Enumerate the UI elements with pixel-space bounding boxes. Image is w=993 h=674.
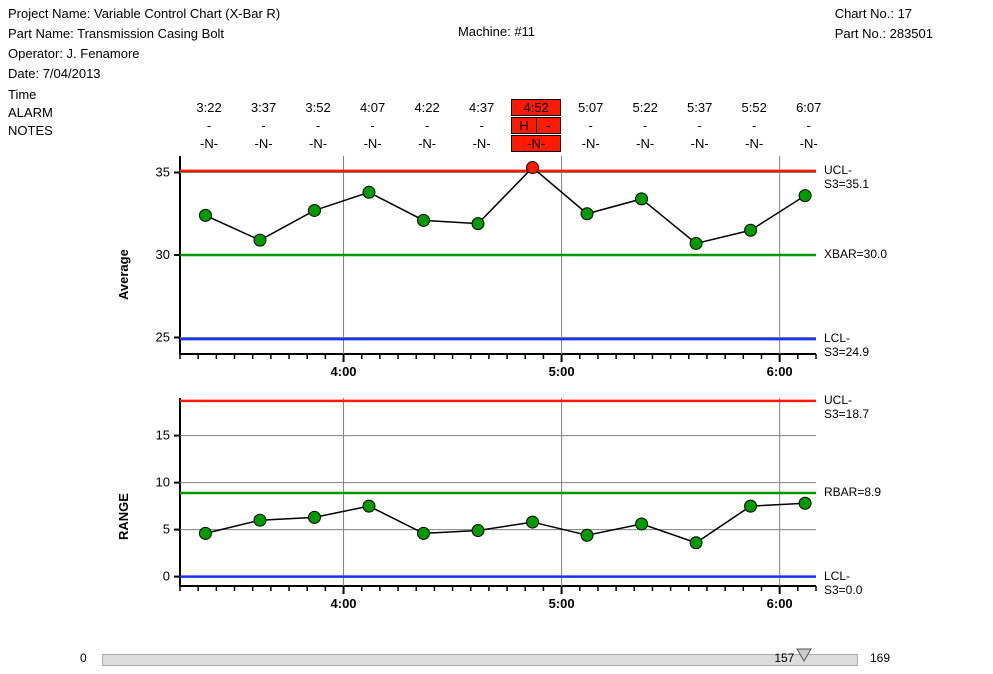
alarm-cell: -: [184, 117, 234, 135]
center-label-bottom: RBAR=8.9: [824, 485, 881, 499]
time-cell: 4:22: [402, 99, 452, 117]
slider-max: 169: [870, 651, 890, 665]
alarm-cell: -: [239, 117, 289, 135]
ucl-label-bottom: UCL-S3=18.7: [824, 393, 869, 421]
alarm-cell: -: [293, 117, 343, 135]
svg-text:6:00: 6:00: [767, 364, 793, 379]
alarm-cell: -: [402, 117, 452, 135]
svg-text:0: 0: [163, 569, 170, 584]
meta-chart-no: Chart No.: 17: [835, 4, 933, 24]
time-row: Time 3:223:373:524:074:224:374:525:075:2…: [8, 86, 888, 104]
average-axis-title: Average: [116, 249, 131, 300]
machine-value: #11: [514, 24, 535, 39]
part-no-value: 283501: [890, 26, 933, 41]
time-cell: 3:52: [293, 99, 343, 117]
svg-text:6:00: 6:00: [767, 596, 793, 611]
time-cell: 4:37: [457, 99, 507, 117]
svg-text:4:00: 4:00: [331, 364, 357, 379]
slider-thumb-icon: [796, 647, 812, 663]
meta-date: Date: 7/04/2013: [8, 64, 280, 84]
alarm-cell: -: [620, 117, 670, 135]
control-chart-page: Project Name: Variable Control Chart (X-…: [0, 0, 993, 674]
chart-no-label: Chart No.:: [835, 6, 894, 21]
center-label-top: XBAR=30.0: [824, 247, 887, 261]
svg-text:4:00: 4:00: [331, 596, 357, 611]
alarm-cell: -: [348, 117, 398, 135]
time-cell: 5:22: [620, 99, 670, 117]
svg-text:5:00: 5:00: [549, 596, 575, 611]
alarm-cell: -: [784, 117, 834, 135]
slider-min: 0: [80, 651, 87, 665]
alarm-row-label: ALARM: [8, 104, 108, 122]
ucl-label-top: UCL-S3=35.1: [824, 163, 869, 191]
alarm-cell: -: [729, 117, 779, 135]
lcl-label-top: LCL-S3=24.9: [824, 331, 869, 359]
meta-operator: Operator: J. Fenamore: [8, 44, 280, 64]
lcl-label-bottom: LCL-S3=0.0: [824, 569, 862, 597]
time-cell: 5:37: [675, 99, 725, 117]
time-cell: 4:07: [348, 99, 398, 117]
part-no-label: Part No.:: [835, 26, 886, 41]
alarm-cell: -: [457, 117, 507, 135]
operator-value: J. Fenamore: [67, 46, 140, 61]
time-cell: 4:52: [511, 99, 561, 116]
meta-project-name: Project Name: Variable Control Chart (X-…: [8, 4, 280, 24]
svg-text:30: 30: [156, 247, 170, 262]
slider-track[interactable]: [102, 654, 858, 666]
notes-row-label: NOTES: [8, 122, 108, 140]
time-cell: 5:52: [729, 99, 779, 117]
svg-text:25: 25: [156, 330, 170, 345]
sample-header-grid: Time 3:22 3:373:52 4:074:22 4:374:52 5:075:2…: [8, 86, 888, 140]
svg-text:5: 5: [163, 522, 170, 537]
date-value: 7/04/2013: [43, 66, 101, 81]
control-chart-svg: 25 30 35 4:00 5:00 6:00 0 5 10 15 4:00 5:00 6:00: [130, 150, 826, 616]
time-cell: 6:07: [784, 99, 834, 117]
meta-left-block: Project Name: Variable Control Chart (X-…: [8, 4, 280, 84]
svg-text:10: 10: [156, 475, 170, 490]
project-name-label: Project Name:: [8, 6, 90, 21]
slider-value: 157: [774, 651, 794, 665]
svg-text:15: 15: [156, 428, 170, 443]
machine-label: Machine:: [458, 24, 511, 39]
slider-thumb[interactable]: [796, 647, 812, 663]
time-cell: 5:07: [566, 99, 616, 117]
operator-label: Operator:: [8, 46, 63, 61]
range-axis-title: RANGE: [116, 493, 131, 540]
chart-area: Average RANGE 2530354:005:006:000510154:…: [130, 150, 826, 616]
alarm-cell: H-: [511, 117, 561, 134]
alarm-cell: -: [566, 117, 616, 135]
date-label: Date:: [8, 66, 39, 81]
meta-right-block: Chart No.: 17 Part No.: 283501: [835, 4, 933, 44]
svg-text:35: 35: [156, 165, 170, 180]
time-cell: 3:22: [184, 99, 234, 117]
scroll-slider[interactable]: 0 157 169: [80, 650, 890, 668]
chart-no-value: 17: [898, 6, 912, 21]
project-name-value: Variable Control Chart (X-Bar R): [94, 6, 280, 21]
time-row-label: Time: [8, 86, 108, 104]
alarm-cell: -: [675, 117, 725, 135]
meta-part-no: Part No.: 283501: [835, 24, 933, 44]
svg-text:5:00: 5:00: [549, 364, 575, 379]
time-cell: 3:37: [239, 99, 289, 117]
